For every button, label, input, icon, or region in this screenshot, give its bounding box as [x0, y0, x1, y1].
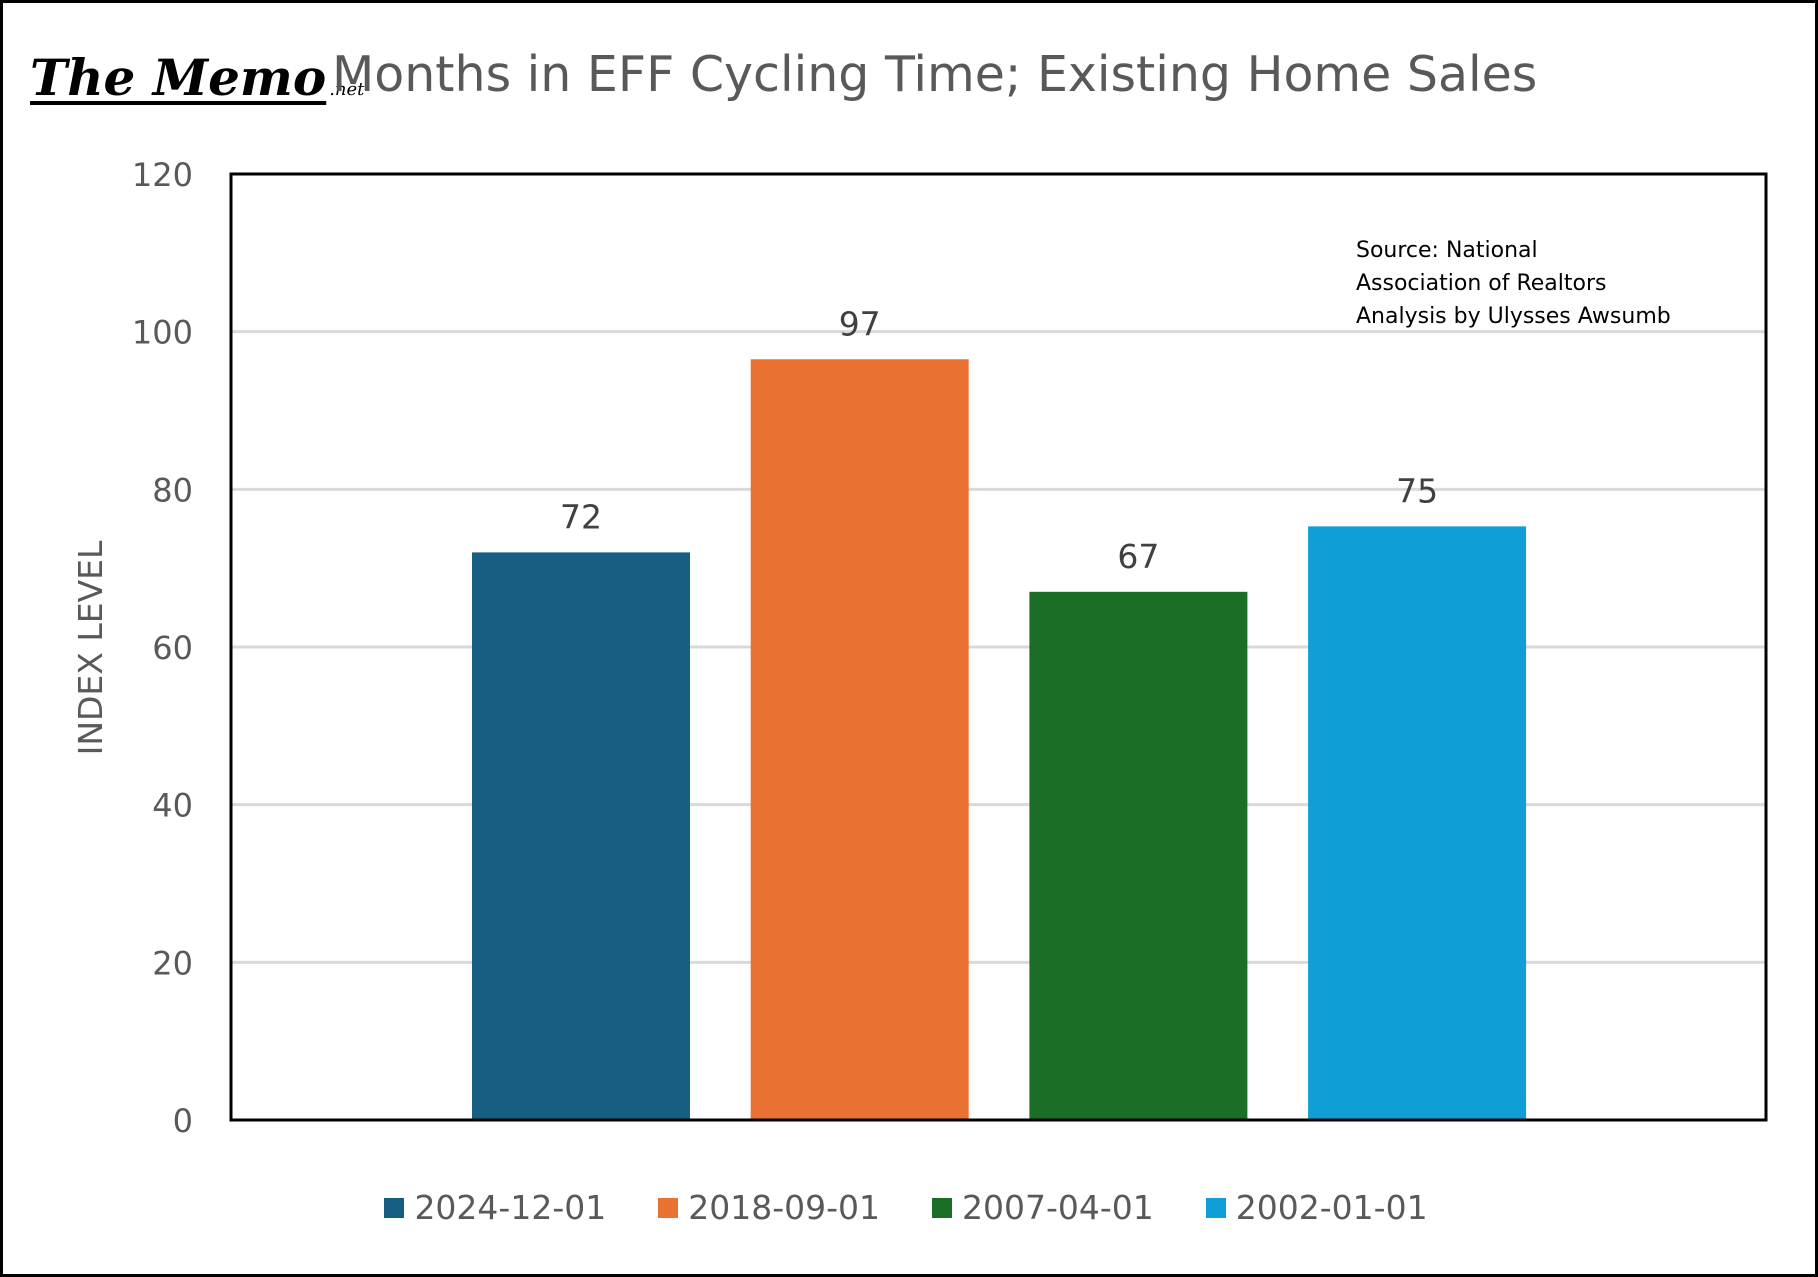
bar-2002-01-01	[1308, 526, 1527, 1120]
annotation-line: Association of Realtors	[1356, 271, 1607, 296]
legend-label: 2018-09-01	[688, 1188, 880, 1227]
legend-swatch	[658, 1197, 679, 1218]
data-labels: 72 97 67 75	[560, 304, 1438, 576]
gridlines	[231, 330, 1766, 964]
legend: 2024-12-01 2018-09-01 2007-04-01 2002-01-01	[0, 1188, 1812, 1227]
legend-item: 2002-01-01	[1205, 1188, 1428, 1227]
legend-swatch	[384, 1197, 405, 1218]
y-tick-label: 0	[173, 1102, 193, 1140]
legend-label: 2007-04-01	[962, 1188, 1154, 1227]
bar-2007-04-01	[1029, 591, 1248, 1120]
logo: The Memo .net	[30, 48, 364, 107]
legend-label: 2024-12-01	[414, 1188, 607, 1227]
data-label: 97	[839, 304, 881, 343]
logo-text: The Memo	[30, 48, 327, 107]
y-tick-label: 40	[152, 787, 193, 825]
y-tick-label: 80	[152, 471, 193, 509]
y-tick-label: 120	[132, 156, 193, 194]
bar-2024-12-01	[472, 552, 690, 1120]
y-tick-label: 20	[152, 944, 193, 982]
plot-area-border	[229, 172, 1768, 1122]
legend-label: 2002-01-01	[1235, 1188, 1428, 1227]
logo-suffix: .net	[329, 79, 365, 100]
annotation-line: Source: National	[1356, 238, 1538, 263]
y-axis-title: INDEX LEVEL	[71, 540, 110, 755]
chart-title: Months in EFF Cycling Time; Existing Hom…	[332, 46, 1538, 103]
y-tick-label: 100	[132, 314, 193, 352]
legend-item: 2018-09-01	[658, 1188, 880, 1227]
legend-item: 2007-04-01	[932, 1188, 1154, 1227]
source-annotation: Source: National Association of Realtors…	[1356, 234, 1671, 333]
legend-item: 2024-12-01	[384, 1188, 606, 1227]
legend-swatch	[1205, 1197, 1226, 1218]
y-tick-label: 60	[152, 629, 193, 667]
data-label: 72	[560, 497, 602, 536]
annotation-line: Analysis by Ulysses Awsumb	[1356, 304, 1671, 329]
data-label: 67	[1117, 537, 1159, 576]
y-axis-ticks: 0 20 40 60 80 100 120	[132, 156, 193, 1140]
bars	[472, 359, 1527, 1121]
bar-2018-09-01	[750, 359, 969, 1121]
legend-swatch	[932, 1197, 952, 1218]
data-label: 75	[1396, 471, 1438, 510]
